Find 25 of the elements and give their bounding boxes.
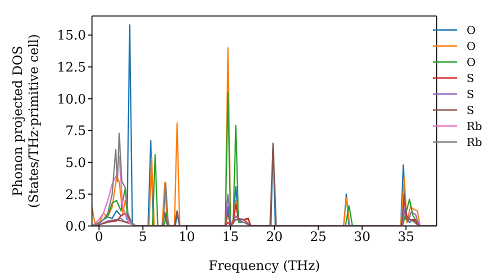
x-tick-label: 35 [398,230,414,246]
x-axis-title: Frequency (THz) [208,259,320,274]
legend-label: Rb [466,120,482,132]
x-tick-label: 25 [310,230,327,246]
legend-label: O [466,40,476,52]
x-tick-label: 20 [266,230,283,246]
x-tick-label: 0 [94,230,104,246]
y-tick-label: 2.5 [65,188,86,203]
legend-label: O [466,24,476,36]
legend-label: S [466,88,474,100]
y-tick-label: 15.0 [57,28,86,44]
y-tick-label: 0.0 [65,220,86,235]
y-tick-label: 7.5 [65,124,86,140]
x-tick-label: 10 [178,230,195,246]
x-tick-label: 5 [138,230,148,246]
y-tick-label: 5.0 [65,156,86,171]
y-tick-label: 12.5 [57,60,86,76]
y-tick-label: 10.0 [57,92,86,108]
legend-label: O [466,56,476,68]
x-tick-label: 30 [354,230,370,246]
legend-label: S [466,104,474,116]
y-axis-title: Phonon projected DOS (States/THz·primitive cell) [11,34,42,208]
legend-label: S [466,72,474,84]
legend-label: Rb [466,136,482,148]
x-tick-label: 15 [222,230,239,246]
